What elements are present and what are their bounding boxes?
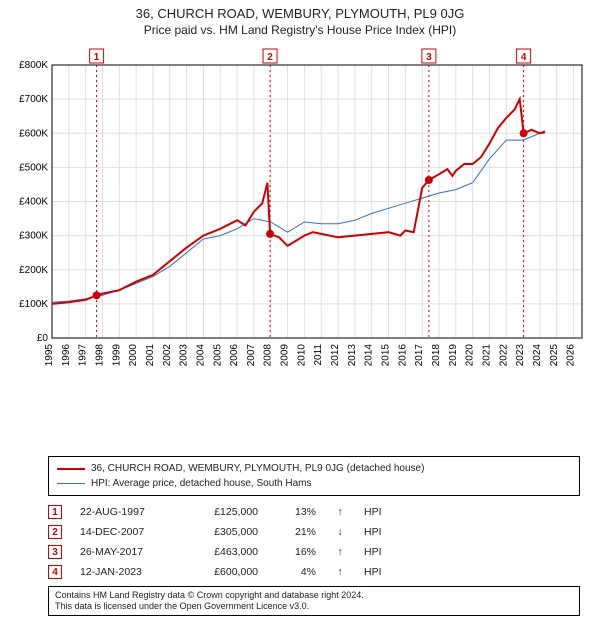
svg-text:2013: 2013 — [347, 344, 358, 367]
event-ref: HPI — [364, 546, 382, 558]
event-table: 1 22-AUG-1997 £125,000 13% ↑ HPI 2 14-DEC-2007 £… — [48, 502, 580, 582]
event-direction-icon: ↑ — [334, 566, 346, 578]
svg-text:1999: 1999 — [111, 344, 122, 367]
event-price: £125,000 — [188, 506, 258, 518]
svg-text:2020: 2020 — [465, 344, 476, 367]
event-pct: 4% — [276, 566, 316, 578]
svg-text:1997: 1997 — [78, 344, 89, 367]
event-price: £463,000 — [188, 546, 258, 558]
event-row: 4 12-JAN-2023 £600,000 4% ↑ HPI — [48, 562, 580, 582]
svg-text:2000: 2000 — [128, 344, 139, 367]
svg-text:2023: 2023 — [515, 344, 526, 367]
svg-text:2019: 2019 — [448, 344, 459, 367]
event-price: £305,000 — [188, 526, 258, 538]
svg-text:2021: 2021 — [481, 344, 492, 367]
svg-text:2011: 2011 — [313, 344, 324, 366]
svg-text:1998: 1998 — [94, 344, 105, 367]
svg-text:£400K: £400K — [19, 197, 48, 208]
legend-label: HPI: Average price, detached house, Sout… — [91, 478, 312, 489]
svg-text:2010: 2010 — [296, 344, 307, 367]
line-chart: £0 £100K £200K £300K £400K £500K £600K £700K £80… — [10, 41, 590, 376]
svg-text:4: 4 — [521, 52, 527, 63]
svg-text:£100K: £100K — [19, 299, 48, 310]
svg-text:£800K: £800K — [19, 60, 48, 71]
event-ref: HPI — [364, 506, 382, 518]
svg-text:2001: 2001 — [145, 344, 156, 367]
svg-text:£700K: £700K — [19, 94, 48, 105]
svg-text:2003: 2003 — [179, 344, 190, 367]
footer: Contains HM Land Registry data © Crown c… — [48, 586, 580, 616]
event-marker-icon: 1 — [48, 505, 62, 519]
event-date: 12-JAN-2023 — [80, 566, 170, 578]
svg-text:2004: 2004 — [195, 344, 206, 367]
event-date: 14-DEC-2007 — [80, 526, 170, 538]
event-row: 3 26-MAY-2017 £463,000 16% ↑ HPI — [48, 542, 580, 562]
event-pct: 16% — [276, 546, 316, 558]
svg-text:£300K: £300K — [19, 231, 48, 242]
svg-text:2026: 2026 — [566, 344, 577, 367]
event-pct: 21% — [276, 526, 316, 538]
svg-text:£200K: £200K — [19, 265, 48, 276]
svg-text:2002: 2002 — [162, 344, 173, 367]
event-date: 26-MAY-2017 — [80, 546, 170, 558]
event-pct: 13% — [276, 506, 316, 518]
svg-text:2014: 2014 — [364, 344, 375, 367]
legend-item: 36, CHURCH ROAD, WEMBURY, PLYMOUTH, PL9 … — [57, 461, 571, 476]
svg-text:£0: £0 — [37, 333, 49, 344]
chart-title: 36, CHURCH ROAD, WEMBURY, PLYMOUTH, PL9 … — [10, 6, 590, 21]
legend: 36, CHURCH ROAD, WEMBURY, PLYMOUTH, PL9 … — [48, 456, 580, 496]
footer-line: Contains HM Land Registry data © Crown c… — [55, 590, 573, 601]
svg-text:2017: 2017 — [414, 344, 425, 367]
svg-text:2006: 2006 — [229, 344, 240, 367]
svg-text:2005: 2005 — [212, 344, 223, 367]
legend-item: HPI: Average price, detached house, Sout… — [57, 476, 571, 491]
svg-text:2015: 2015 — [381, 344, 392, 367]
legend-swatch — [57, 468, 85, 470]
svg-text:2025: 2025 — [549, 344, 560, 367]
svg-text:3: 3 — [426, 52, 432, 63]
event-row: 2 14-DEC-2007 £305,000 21% ↓ HPI — [48, 522, 580, 542]
svg-text:2016: 2016 — [397, 344, 408, 367]
legend-swatch — [57, 483, 85, 484]
svg-text:2018: 2018 — [431, 344, 442, 367]
svg-text:1: 1 — [94, 52, 100, 63]
event-direction-icon: ↑ — [334, 546, 346, 558]
chart-subtitle: Price paid vs. HM Land Registry's House … — [10, 23, 590, 37]
svg-text:£600K: £600K — [19, 128, 48, 139]
svg-text:2024: 2024 — [532, 344, 543, 367]
event-ref: HPI — [364, 566, 382, 578]
title-block: 36, CHURCH ROAD, WEMBURY, PLYMOUTH, PL9 … — [10, 6, 590, 37]
event-price: £600,000 — [188, 566, 258, 578]
chart-area: £0 £100K £200K £300K £400K £500K £600K £700K £80… — [10, 41, 590, 450]
event-ref: HPI — [364, 526, 382, 538]
svg-text:2008: 2008 — [263, 344, 274, 367]
event-direction-icon: ↓ — [334, 526, 346, 538]
svg-text:2007: 2007 — [246, 344, 257, 367]
event-date: 22-AUG-1997 — [80, 506, 170, 518]
event-marker-icon: 2 — [48, 525, 62, 539]
svg-text:2022: 2022 — [498, 344, 509, 367]
event-row: 1 22-AUG-1997 £125,000 13% ↑ HPI — [48, 502, 580, 522]
svg-text:2009: 2009 — [280, 344, 291, 367]
svg-text:1995: 1995 — [44, 344, 55, 367]
event-marker-icon: 4 — [48, 565, 62, 579]
footer-line: This data is licensed under the Open Gov… — [55, 601, 573, 612]
svg-text:2: 2 — [267, 52, 273, 63]
svg-text:2012: 2012 — [330, 344, 341, 367]
event-direction-icon: ↑ — [334, 506, 346, 518]
svg-text:£500K: £500K — [19, 162, 48, 173]
svg-text:1996: 1996 — [61, 344, 72, 367]
legend-label: 36, CHURCH ROAD, WEMBURY, PLYMOUTH, PL9 … — [91, 463, 424, 474]
event-marker-icon: 3 — [48, 545, 62, 559]
